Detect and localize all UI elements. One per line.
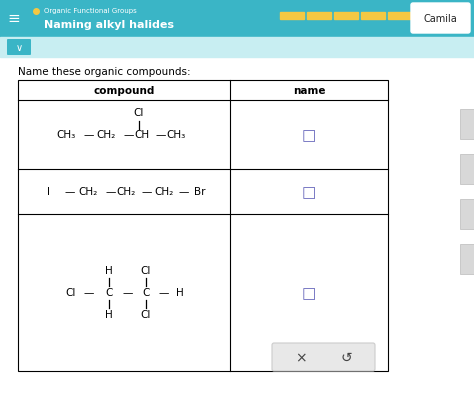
Text: —: — [122,288,133,298]
FancyBboxPatch shape [272,343,375,371]
Text: H: H [105,266,113,276]
Bar [361,12,385,20]
Text: Name these organic compounds:: Name these organic compounds: [18,67,191,77]
Text: —: — [159,288,169,298]
Text: Camila: Camila [423,14,457,24]
Text: Cl: Cl [66,288,76,298]
Text: ↺: ↺ [340,350,352,364]
Text: □: □ [302,128,316,143]
Text: □: □ [302,285,316,300]
Text: —: — [84,288,94,298]
Text: □: □ [302,184,316,200]
Text: Br: Br [194,187,206,197]
Text: —: — [124,130,134,140]
Text: C: C [105,288,113,298]
Text: compound: compound [93,86,155,96]
Text: CH₃: CH₃ [166,130,186,140]
Bar [307,12,331,20]
Text: ×: × [295,350,307,364]
Text: Cl: Cl [134,108,144,118]
Text: CH₂: CH₂ [96,130,116,140]
Text: H: H [105,310,113,320]
Bar [460,110,474,140]
Bar [460,155,474,184]
Text: CH₃: CH₃ [56,130,76,140]
Bar [0,0,474,38]
FancyBboxPatch shape [7,40,31,56]
Text: —: — [142,187,152,197]
Text: Cl: Cl [141,266,151,276]
Bar [0,38,474,58]
Text: 0/5: 0/5 [418,12,431,20]
Text: Naming alkyl halides: Naming alkyl halides [44,20,174,30]
Text: I: I [47,187,51,197]
Text: name: name [293,86,325,96]
Text: CH₂: CH₂ [155,187,173,197]
Text: —: — [65,187,75,197]
Bar [18,81,388,371]
Bar [0,58,474,401]
Text: ≡: ≡ [8,12,20,26]
Text: —: — [106,187,116,197]
Text: CH₂: CH₂ [117,187,136,197]
Text: Organic Functional Groups: Organic Functional Groups [44,8,137,14]
Bar [460,200,474,229]
Bar [460,244,474,274]
Text: CH: CH [135,130,150,140]
Text: CH₂: CH₂ [78,187,98,197]
Text: ∨: ∨ [16,43,23,53]
Text: Cl: Cl [141,310,151,320]
Bar [334,12,358,20]
Text: —: — [84,130,94,140]
Text: —: — [179,187,189,197]
FancyBboxPatch shape [411,4,470,34]
Text: —: — [156,130,166,140]
Text: H: H [176,288,184,298]
Bar [280,12,304,20]
Bar [388,12,412,20]
Text: C: C [142,288,150,298]
